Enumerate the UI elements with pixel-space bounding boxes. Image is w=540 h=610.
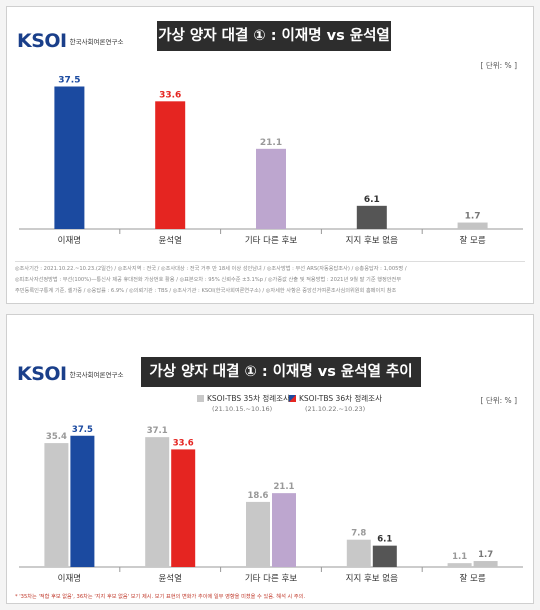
category-label: 지지 후보 없음 [346, 574, 399, 584]
unit-label: [ 단위: % ] [480, 61, 517, 70]
bar [356, 205, 387, 229]
bar-series-35 [246, 501, 270, 567]
bar [54, 86, 85, 229]
bar-series-36 [171, 449, 196, 567]
data-label-series-36: 21.1 [274, 482, 295, 492]
chart-panel-current: KSOI 한국사회여론연구소 가상 양자 대결 ① : 이재명 vs 윤석열 [… [6, 6, 534, 304]
chart-title: 가상 양자 대결 ① : 이재명 vs 윤석열 추이 [141, 357, 421, 387]
data-label: 33.6 [159, 90, 181, 100]
logo-mark: KSOI [17, 363, 67, 385]
bar-series-35 [44, 443, 69, 567]
bar-series-35 [145, 437, 170, 567]
data-label: 1.7 [465, 212, 481, 222]
bar [256, 148, 286, 229]
legend-swatch [289, 395, 296, 402]
legend-label: KSOI-TBS 35차 정례조사 [207, 394, 290, 403]
category-label: 지지 후보 없음 [346, 236, 399, 246]
data-label: 21.1 [260, 138, 282, 148]
data-label-series-36: 1.7 [478, 550, 493, 560]
footnote-line: ◎조사기간 : 2021.10.22.~10.23.(2일간) / ◎조사지역 … [15, 266, 407, 272]
data-label-series-35: 7.8 [351, 529, 366, 539]
data-label-series-36: 37.5 [72, 425, 93, 435]
ksoi-logo: KSOI 한국사회여론연구소 [17, 30, 123, 52]
category-label: 잘 모름 [460, 235, 486, 246]
bar-series-36 [70, 435, 95, 567]
legend-swatch [197, 395, 204, 402]
legend-label: KSOI-TBS 36차 정례조사 [299, 394, 382, 403]
bar-series-35 [447, 563, 472, 567]
chart-panel-trend: KSOI 한국사회여론연구소 가상 양자 대결 ① : 이재명 vs 윤석열 추… [6, 314, 534, 604]
bar-series-36 [473, 561, 498, 567]
category-label: 기타 다른 후보 [245, 574, 298, 584]
legend-item-35: KSOI-TBS 35차 정례조사 [197, 393, 290, 404]
data-label-series-35: 37.1 [147, 426, 168, 436]
data-label-series-35: 18.6 [248, 491, 269, 501]
footnote-line: 주민등록인구통계 기준, 셀가중 / ◎응답률 : 6.9% / ◎의뢰기관 :… [15, 288, 397, 294]
category-label: 기타 다른 후보 [245, 236, 298, 246]
legend-date: (21.10.22.~10.23) [305, 405, 366, 413]
category-label: 잘 모름 [460, 573, 486, 584]
legend-date: (21.10.15.~10.16) [212, 405, 273, 413]
data-label-series-35: 1.1 [452, 552, 467, 562]
bar-chart-current: 37.5 이재명 33.6 윤석열 21.1 기타 다른 후보 6.1 지지 후보 없음 1.7… [19, 76, 523, 246]
logo-subtitle: 한국사회여론연구소 [69, 38, 124, 46]
logo-subtitle: 한국사회여론연구소 [69, 371, 124, 379]
chart-title: 가상 양자 대결 ① : 이재명 vs 윤석열 [157, 21, 391, 51]
category-label: 윤석열 [158, 573, 182, 584]
category-label: 이재명 [58, 573, 81, 584]
legend-item-36: KSOI-TBS 36차 정례조사 [289, 393, 382, 404]
bar [155, 101, 186, 229]
bar [457, 222, 488, 229]
data-label: 37.5 [58, 76, 80, 86]
data-label-series-36: 6.1 [377, 535, 392, 545]
data-label-series-36: 33.6 [173, 438, 194, 448]
trend-footnote: * '35차는 '적합 후보 없음', 36차는 '지지 후보 없음' 보기 제… [15, 594, 306, 600]
bar-chart-trend: 35.4 37.5 이재명 37.1 33.6 윤석열 18.6 21.1 기타 다른 후보 7.… [19, 425, 523, 584]
data-label: 6.1 [364, 195, 380, 205]
unit-label: [ 단위: % ] [480, 396, 517, 405]
bar-series-36 [272, 493, 296, 567]
footnote-line: ◎피조사자선정방법 : 무선(100%)—통신사 제공 휴대전화 가상번호 활용… [15, 277, 402, 283]
ksoi-logo: KSOI 한국사회여론연구소 [17, 363, 123, 385]
bar-series-35 [346, 539, 371, 567]
category-label: 이재명 [58, 235, 81, 246]
logo-mark: KSOI [17, 30, 67, 52]
category-label: 윤석열 [158, 235, 182, 246]
survey-footnote: ◎조사기간 : 2021.10.22.~10.23.(2일간) / ◎조사지역 … [15, 261, 525, 297]
data-label-series-35: 35.4 [46, 432, 67, 442]
bar-series-36 [372, 545, 397, 567]
